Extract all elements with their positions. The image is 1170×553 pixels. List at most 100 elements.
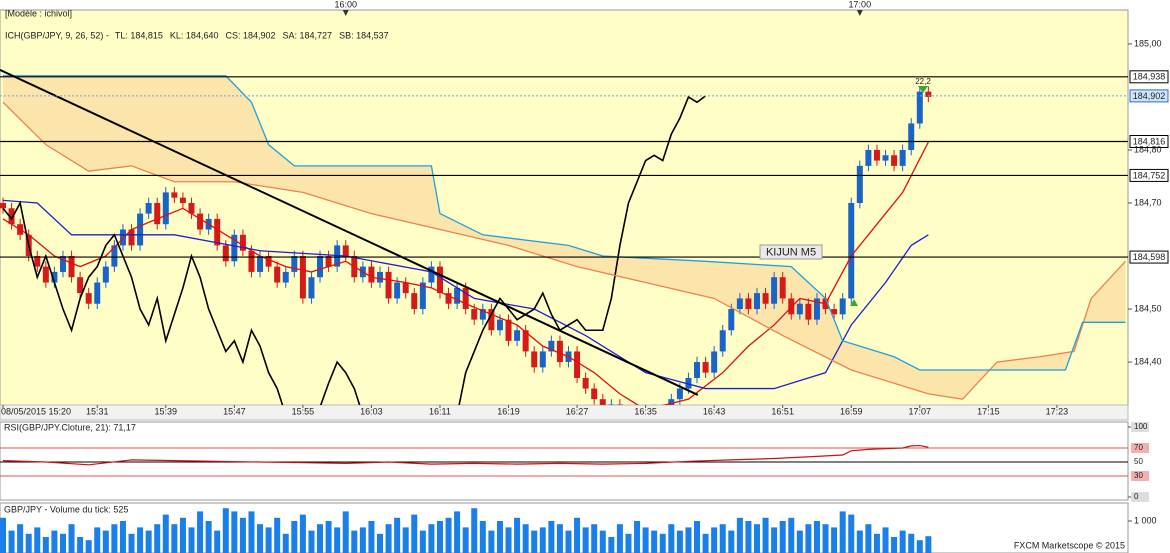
volume-bar (719, 524, 726, 553)
volume-bar (479, 521, 486, 553)
rsi-tick-label: 100 (1134, 422, 1148, 431)
volume-bar (214, 530, 221, 553)
volume-bar (753, 524, 760, 553)
volume-bar (771, 527, 778, 553)
candle-body (616, 404, 623, 405)
rsi-tick-box (1131, 457, 1149, 467)
candle-body (317, 256, 324, 278)
candle-body (462, 287, 469, 310)
candle-body (685, 377, 692, 389)
candle-body (856, 165, 863, 203)
level-label: 184,598 (1133, 252, 1166, 262)
candle-body (608, 404, 615, 405)
y-tick-label: 184,40 (1134, 356, 1162, 366)
volume-bar (222, 508, 229, 553)
candle-body (394, 282, 401, 299)
volume-bar (34, 527, 41, 553)
volume-bar (102, 530, 109, 553)
volume-bar (848, 514, 855, 553)
volume-bar (711, 527, 718, 553)
level-box (1129, 134, 1169, 148)
volume-bar (642, 527, 649, 553)
candle-body (376, 271, 383, 283)
volume-bar (625, 533, 632, 553)
volume-bar (676, 530, 683, 553)
candle-body (496, 319, 503, 331)
volume-bar (111, 524, 118, 553)
rsi-tick-label: 30 (1134, 471, 1143, 480)
candle-body (873, 149, 880, 161)
volume-bar (488, 530, 495, 553)
signal-arrow (850, 299, 858, 306)
rsi-line (2, 444, 929, 466)
annotation: KIJUN M5 (766, 246, 816, 258)
legend-entry: CS: 184,902 (225, 30, 275, 40)
candle-body (582, 377, 589, 389)
top-tick-marker (342, 10, 349, 16)
rsi-title: RSI(GBP/JPY.Cloture, 21): 71,17 (4, 422, 136, 432)
x-tick-label: 15:39 (155, 406, 178, 416)
volume-bar (745, 521, 752, 553)
volume-bar (728, 530, 735, 553)
x-tick-label: 15:55 (292, 406, 315, 416)
candle-body (368, 266, 375, 283)
x-tick-label: 16:11 (429, 406, 451, 416)
volume-bar (514, 517, 521, 553)
candle-body (925, 91, 932, 97)
indicator-line (2, 75, 1126, 371)
volume-bar (796, 530, 803, 553)
x-tick-label: 16:59 (840, 406, 863, 416)
volume-bar (591, 524, 598, 553)
volume-bar (805, 524, 812, 553)
volume-bar (17, 524, 24, 553)
volume-bar (402, 527, 409, 553)
volume-bar (308, 530, 315, 553)
candle-body (402, 282, 409, 294)
volume-bar (565, 530, 572, 553)
volume-bar (128, 533, 135, 553)
x-tick-label: 16:03 (360, 406, 383, 416)
volume-bar (582, 527, 589, 553)
candle-body (308, 277, 315, 299)
candle-body (162, 192, 169, 225)
volume-bar (428, 524, 435, 553)
x-tick-label: 16:43 (703, 406, 726, 416)
level-box (1129, 250, 1169, 264)
candle-body (77, 277, 84, 294)
volume-bar (522, 524, 529, 553)
volume-bar (8, 530, 15, 553)
candle-body (445, 293, 452, 304)
volume-bar (925, 536, 932, 553)
volume-bar (916, 540, 923, 553)
candle-body (137, 213, 144, 246)
volume-bar (325, 521, 332, 553)
candle-body (762, 293, 769, 304)
volume-bar (94, 527, 101, 553)
candle-body (479, 309, 486, 320)
candle-body (257, 256, 264, 272)
volume-bar (839, 511, 846, 553)
volume-bar (822, 524, 829, 553)
candle-body (711, 351, 718, 373)
rsi-tick-box (1131, 422, 1149, 432)
volume-bar (788, 517, 795, 553)
candle-body (848, 202, 855, 299)
volume-bar (454, 511, 461, 553)
candle-body (102, 266, 109, 283)
legend-entry: SA: 184,727 (283, 30, 333, 40)
volume-bar (51, 530, 58, 553)
y-tick-label: 184,80 (1134, 144, 1162, 154)
volume-panel (0, 502, 1129, 553)
rsi-tick-label: 0 (1134, 492, 1139, 501)
volume-bar (342, 511, 349, 553)
candle-body (94, 282, 101, 304)
candle-body (59, 256, 66, 272)
candle-body (274, 266, 281, 283)
volume-bar (445, 517, 452, 553)
volume-bar (274, 517, 281, 553)
candle-body (197, 213, 204, 230)
volume-bar (574, 517, 581, 553)
candle-body (753, 293, 760, 310)
candle-body (325, 256, 332, 267)
annotation-box (759, 244, 823, 260)
